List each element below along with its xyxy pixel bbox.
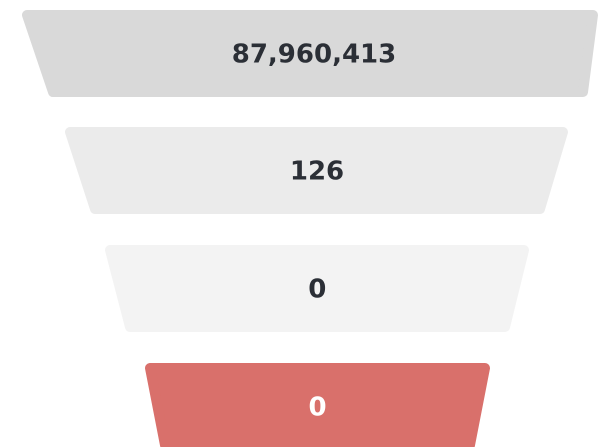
stage-value-label: 0 xyxy=(308,275,326,305)
funnel-stage xyxy=(65,127,568,214)
stage-value-label: 87,960,413 xyxy=(232,40,396,70)
funnel-stage xyxy=(145,363,490,447)
stage-value-label: 126 xyxy=(290,157,344,187)
stage-value-label: 0 xyxy=(308,393,326,423)
funnel-stage xyxy=(22,10,598,97)
funnel-stage xyxy=(105,245,529,332)
